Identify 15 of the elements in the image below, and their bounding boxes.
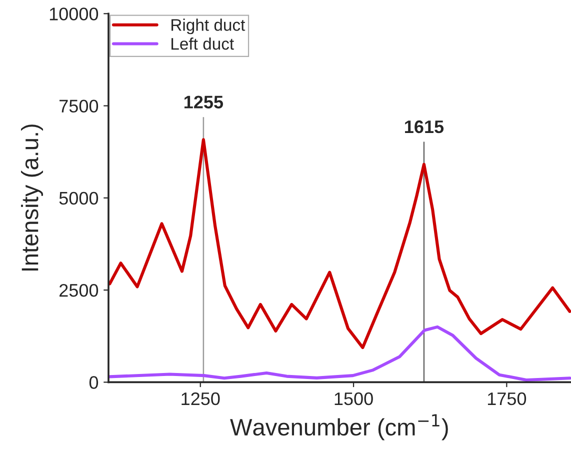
y-tick-label: 2500 xyxy=(60,284,98,297)
y-tick-label: 10000 xyxy=(50,8,98,20)
x-tick-label: 1500 xyxy=(334,392,373,406)
x-tick-label: 1250 xyxy=(182,392,220,406)
legend-label: Left duct xyxy=(172,38,234,50)
y-tick-label: 5000 xyxy=(59,192,98,205)
x-tick-label: 1750 xyxy=(488,392,526,406)
y-tick-label: 7500 xyxy=(60,100,98,113)
y-axis-title: Intensity (a.u.) xyxy=(21,124,44,271)
legend-label: Right duct xyxy=(172,18,246,34)
y-tick-label: 0 xyxy=(89,376,98,389)
ref-line-label: 1255 xyxy=(184,96,224,108)
ref-line-label: 1615 xyxy=(405,120,444,134)
x-axis-title: Wavenumber (cm$^{−1}$) xyxy=(230,414,448,440)
line-series xyxy=(108,138,571,350)
